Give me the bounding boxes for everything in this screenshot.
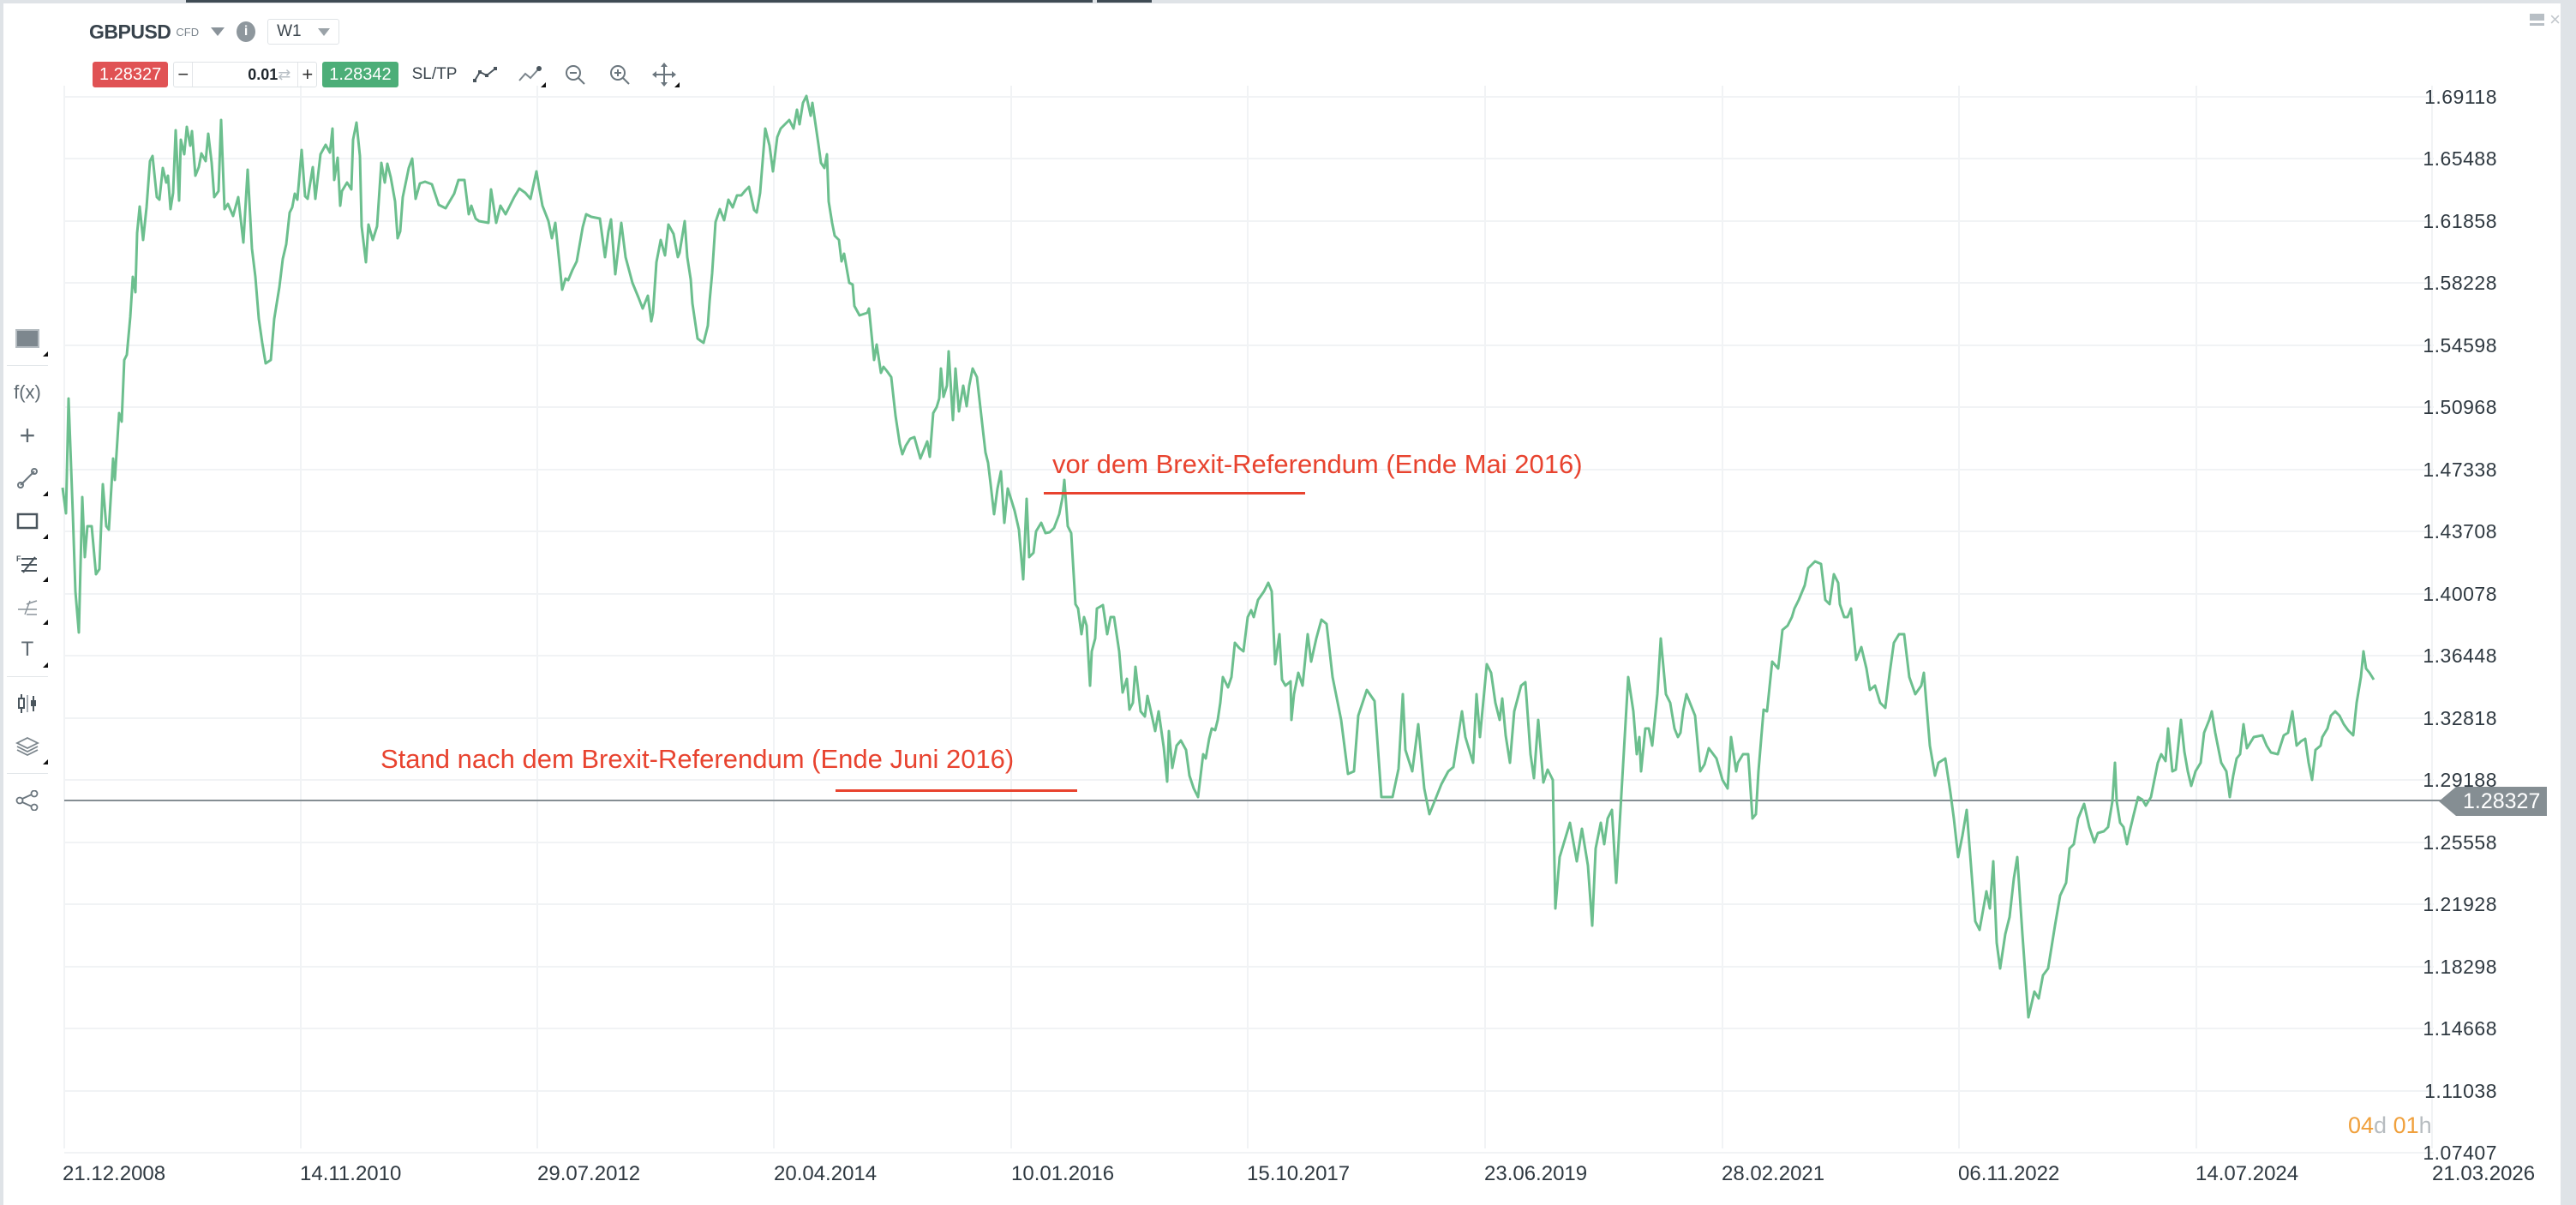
y-tick: 1.11038 <box>2424 1080 2497 1102</box>
drawing-toolbar: f(x) + F T <box>3 317 51 822</box>
zoom-in-icon[interactable] <box>604 62 635 87</box>
window-tab-indicator <box>186 0 1093 3</box>
y-tick: 1.43708 <box>2423 520 2497 543</box>
window-mode-icon[interactable] <box>3 317 51 360</box>
toolbar-divider <box>7 773 48 774</box>
annotation-underline-after <box>836 789 1077 792</box>
timeframe-select[interactable]: W1 <box>267 19 340 45</box>
chart-header: GBPUSD CFD i W1 <box>89 19 340 45</box>
swap-units-icon[interactable]: ⇄ <box>278 65 291 83</box>
line-chart-icon[interactable] <box>470 62 501 87</box>
chart-window <box>3 3 2561 1205</box>
timeframe-value: W1 <box>277 22 302 40</box>
pitchfork-icon[interactable] <box>3 585 51 628</box>
chevron-down-icon <box>318 27 331 36</box>
x-tick: 14.07.2024 <box>2196 1162 2299 1185</box>
y-tick: 1.14668 <box>2423 1017 2497 1040</box>
y-tick: 1.36448 <box>2423 644 2497 667</box>
fibonacci-icon[interactable]: F <box>3 543 51 585</box>
y-tick: 1.18298 <box>2423 956 2497 978</box>
x-tick: 23.06.2019 <box>1484 1162 1588 1185</box>
x-tick: 20.04.2014 <box>774 1162 878 1185</box>
x-tick: 21.12.2008 <box>63 1162 166 1185</box>
chart-type-icon[interactable] <box>3 682 51 725</box>
x-tick: 29.07.2012 <box>537 1162 641 1185</box>
share-icon[interactable] <box>3 779 51 822</box>
instrument-type-label: CFD <box>176 25 200 39</box>
x-tick: 06.11.2022 <box>1958 1162 2060 1185</box>
y-tick: 1.58228 <box>2423 272 2497 294</box>
annotation-underline-before <box>1044 492 1305 495</box>
close-icon[interactable]: × <box>2549 9 2561 30</box>
annotation-before-brexit[interactable]: vor dem Brexit-Referendum (Ende Mai 2016… <box>1052 449 1583 479</box>
current-price-tag: 1.28327 <box>2438 787 2548 816</box>
indicator-chart-icon[interactable] <box>515 62 547 87</box>
window-controls: × <box>2530 9 2561 30</box>
layers-icon[interactable] <box>3 725 51 768</box>
rectangle-icon[interactable] <box>3 500 51 543</box>
crosshair-icon[interactable]: + <box>19 419 36 451</box>
y-tick: 1.50968 <box>2423 396 2497 418</box>
x-tick: 14.11.2010 <box>300 1162 402 1185</box>
buy-button[interactable]: 1.28342 <box>322 62 398 87</box>
x-tick: 21.03.2026 <box>2432 1162 2536 1185</box>
y-tick: 1.25558 <box>2423 831 2497 854</box>
symbol-name[interactable]: GBPUSD <box>89 20 171 43</box>
window-tab-indicator-secondary <box>1097 0 1152 3</box>
function-icon[interactable]: f(x) <box>14 381 41 403</box>
y-tick: 1.40078 <box>2423 583 2497 605</box>
toolbar-divider <box>7 365 48 366</box>
volume-stepper[interactable]: − 0.01 ⇄ + <box>173 62 318 87</box>
price-series-line <box>61 94 2375 1019</box>
x-tick: 28.02.2021 <box>1722 1162 1825 1185</box>
candle-countdown: 04d 01h <box>2348 1112 2432 1138</box>
annotation-after-brexit[interactable]: Stand nach dem Brexit-Referendum (Ende J… <box>380 744 1015 774</box>
trade-bar: 1.28327 − 0.01 ⇄ + 1.28342 SL/TP <box>93 62 680 87</box>
x-tick: 10.01.2016 <box>1011 1162 1115 1185</box>
svg-text:F: F <box>16 555 21 563</box>
symbol-dropdown-icon[interactable] <box>211 27 225 36</box>
decrease-volume-button[interactable]: − <box>177 63 189 85</box>
grid-lines <box>63 86 2434 1154</box>
y-tick: 1.07407 <box>2423 1142 2497 1164</box>
y-tick: 1.61858 <box>2423 210 2497 232</box>
info-icon[interactable]: i <box>237 21 256 42</box>
y-tick: 1.65488 <box>2423 147 2497 170</box>
toolbar-divider <box>7 676 48 677</box>
text-icon[interactable]: T <box>3 628 51 671</box>
sltp-button[interactable]: SL/TP <box>411 65 458 83</box>
pan-move-icon[interactable] <box>649 62 680 87</box>
volume-value: 0.01 <box>248 65 279 83</box>
y-tick: 1.69118 <box>2424 86 2497 108</box>
y-tick: 1.54598 <box>2423 334 2497 357</box>
increase-volume-button[interactable]: + <box>302 63 314 85</box>
y-tick: 1.32818 <box>2423 707 2497 729</box>
x-tick: 15.10.2017 <box>1247 1162 1351 1185</box>
y-tick: 1.21928 <box>2423 893 2497 915</box>
sell-button[interactable]: 1.28327 <box>93 62 169 87</box>
volume-input[interactable]: 0.01 ⇄ <box>192 63 299 87</box>
zoom-out-icon[interactable] <box>560 62 590 87</box>
trendline-icon[interactable] <box>3 457 51 500</box>
minimize-icon[interactable] <box>2530 14 2545 26</box>
y-tick: 1.47338 <box>2423 459 2497 481</box>
